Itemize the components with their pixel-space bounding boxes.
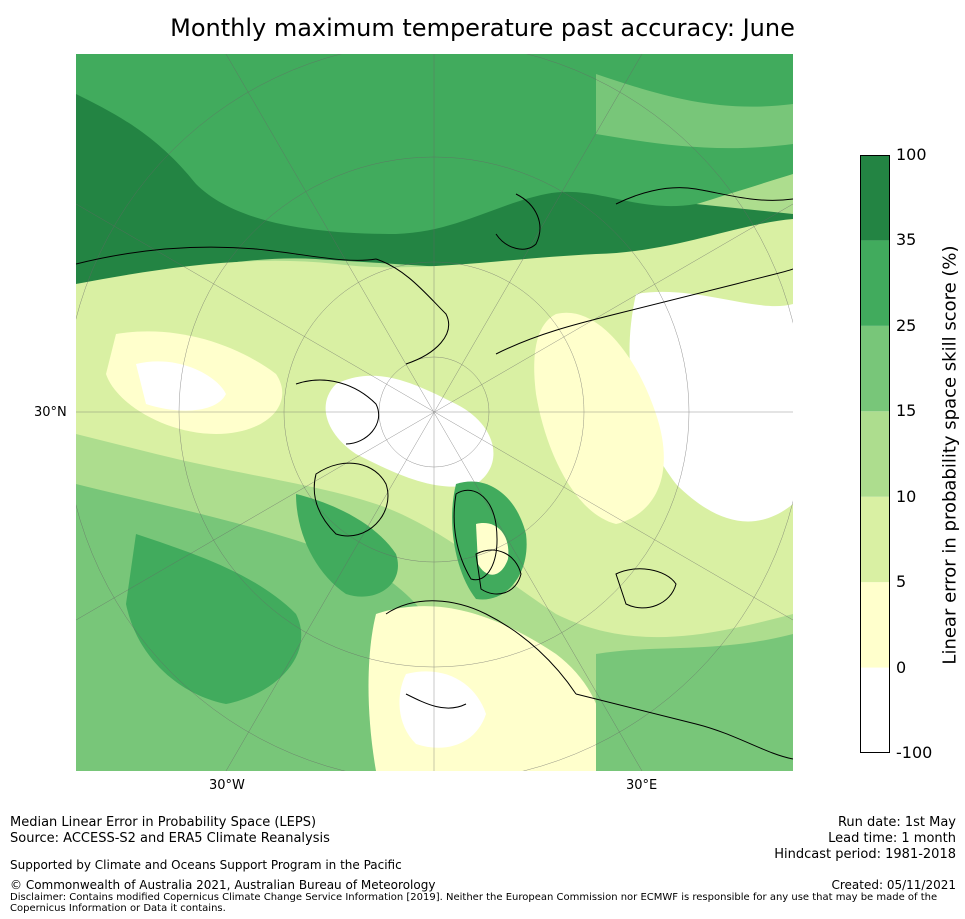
zone-atlantic-dark [126,534,302,704]
colorbar-tick-label: 25 [896,315,917,335]
polar-map [76,54,793,771]
colorbar-border [860,155,890,753]
colorbar-segment [860,411,890,497]
zone-white-east [629,291,793,522]
colorbar-segment [860,325,890,412]
lon-label-30e: 30°E [626,778,658,793]
zone-white-arctic [325,375,494,487]
zone-europe-white [399,671,486,748]
zone-scandinavia-pale [476,523,509,575]
colorbar [860,155,890,753]
colorbar-tick-label: 5 [896,572,907,592]
footer-created: Created: 05/11/2021 [831,878,956,892]
lat-label-30n: 30°N [34,405,67,420]
colorbar-tick-label: 0 [896,657,907,677]
graticule [76,54,793,771]
colorbar-tick-label: 10 [896,486,917,506]
colorbar-segment [860,496,890,583]
footer-disclaimer: Disclaimer: Contains modified Copernicus… [10,892,938,914]
footer-lead-time: Lead time: 1 month [828,831,956,846]
zone-pale-east [534,312,664,524]
zone-white-west [136,361,226,411]
zone-darkest-north [76,94,793,284]
chart-title: Monthly maximum temperature past accurac… [170,14,795,42]
footer-source: Source: ACCESS-S2 and ERA5 Climate Reana… [10,831,330,846]
footer-run-date: Run date: 1st May [837,815,956,830]
colorbar-segment [860,240,890,326]
footer-support: Supported by Climate and Oceans Support … [10,858,402,872]
coastlines [76,187,793,760]
zone-mid-ne [596,74,793,149]
zone-south-east [596,634,793,771]
colorbar-segment [860,155,890,241]
footer-hindcast: Hindcast period: 1981-2018 [774,847,956,862]
colorbar-tick-label: 15 [896,401,917,421]
colorbar-tick-label: 100 [896,145,927,164]
colorbar-title: Linear error in probability space skill … [939,245,961,665]
footer-copyright: © Commonwealth of Australia 2021, Austra… [10,878,436,892]
lon-label-30w: 30°W [209,778,245,793]
footer-leps: Median Linear Error in Probability Space… [10,815,317,830]
colorbar-tick-label: -100 [896,743,933,762]
colorbar-segment [860,582,890,668]
zone-dark-greenland-sea [296,494,398,597]
colorbar-segment [860,667,890,753]
colorbar-tick-label: 35 [896,230,917,250]
